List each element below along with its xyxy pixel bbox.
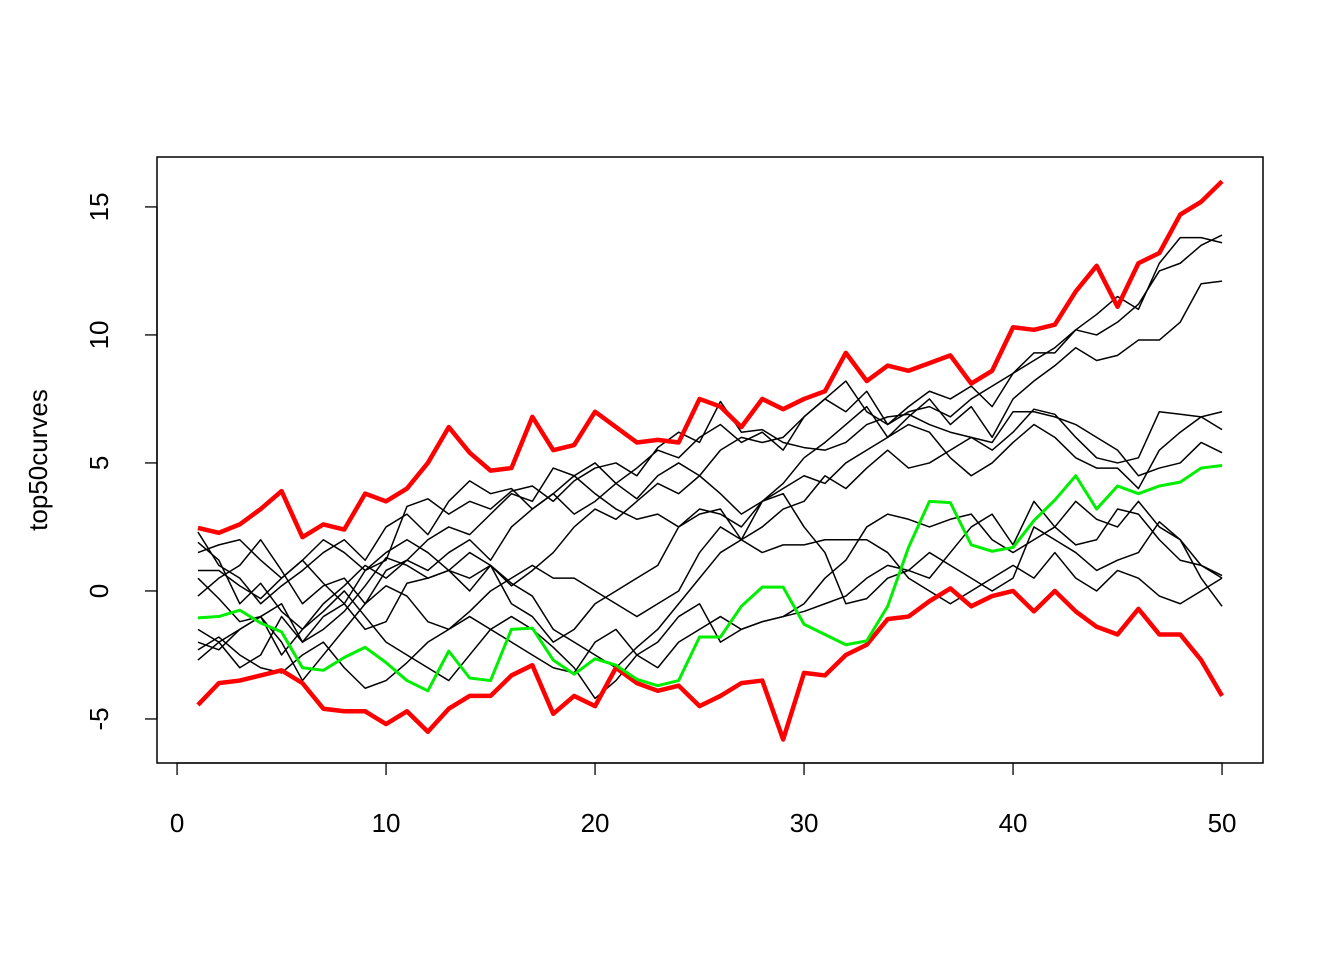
x-tick-label: 30: [790, 808, 819, 838]
y-tick-label: 0: [84, 584, 114, 598]
series-line: [197, 416, 1223, 669]
y-tick-label: 5: [84, 456, 114, 470]
x-tick-label: 20: [581, 808, 610, 838]
series-line: [197, 521, 1223, 700]
series-line: [197, 410, 1223, 605]
series-line: [196, 586, 1224, 742]
x-tick-label: 10: [372, 808, 401, 838]
series-line: [197, 464, 1223, 693]
series-line: [197, 526, 1223, 682]
x-tick-label: 50: [1208, 808, 1237, 838]
series-line: [197, 236, 1223, 605]
y-axis-label: top50curves: [23, 389, 53, 531]
series-line: [197, 492, 1223, 669]
plot-box: [156, 156, 1264, 764]
y-tick-label: 10: [84, 320, 114, 349]
x-tick-label: 0: [170, 808, 184, 838]
series-line: [197, 179, 1224, 540]
y-tick-label: -5: [84, 707, 114, 730]
y-tick-label: 15: [84, 192, 114, 221]
series-line: [197, 400, 1223, 600]
x-tick-label: 40: [999, 808, 1028, 838]
series-line: [197, 280, 1223, 605]
series-line: [197, 500, 1223, 689]
